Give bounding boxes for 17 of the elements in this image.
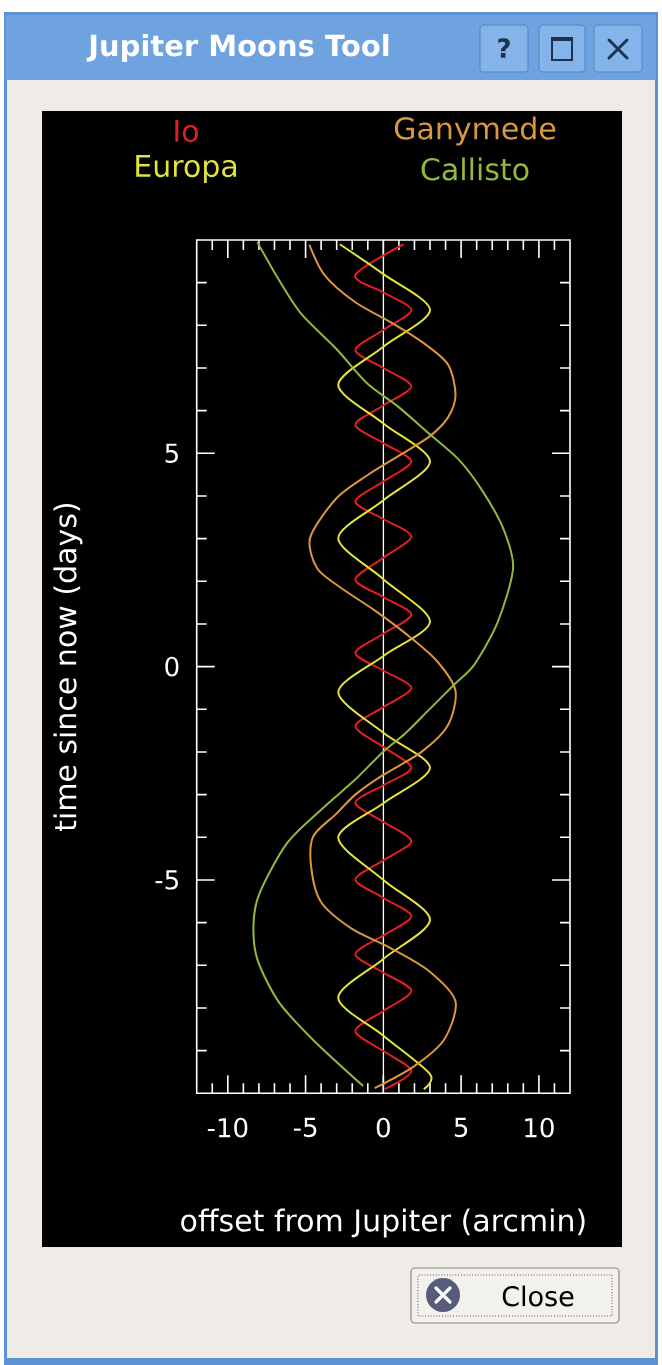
y-axis-title: time since now (days) [53, 503, 83, 832]
y-tick-label: -5 [155, 870, 178, 890]
text: Callisto [421, 157, 529, 181]
x-tick-label: 5 [454, 1117, 468, 1138]
text: Close [502, 1285, 574, 1307]
x-tick-label: 0 [376, 1117, 390, 1138]
text: Europa [136, 154, 237, 184]
y-tick-label: 0 [165, 656, 179, 677]
x-tick-label: -10 [207, 1117, 248, 1138]
text: ? [498, 38, 510, 58]
x-tick-label: 10 [525, 1117, 554, 1138]
x-axis-title: offset from Jupiter (arcmin) [181, 1208, 585, 1238]
text: Io [175, 119, 198, 143]
chart-title: Jupiter Moons Tool [86, 33, 389, 63]
text: Ganymede [394, 116, 556, 146]
x-tick-label: -5 [293, 1117, 317, 1138]
y-tick-label: 5 [165, 443, 178, 463]
